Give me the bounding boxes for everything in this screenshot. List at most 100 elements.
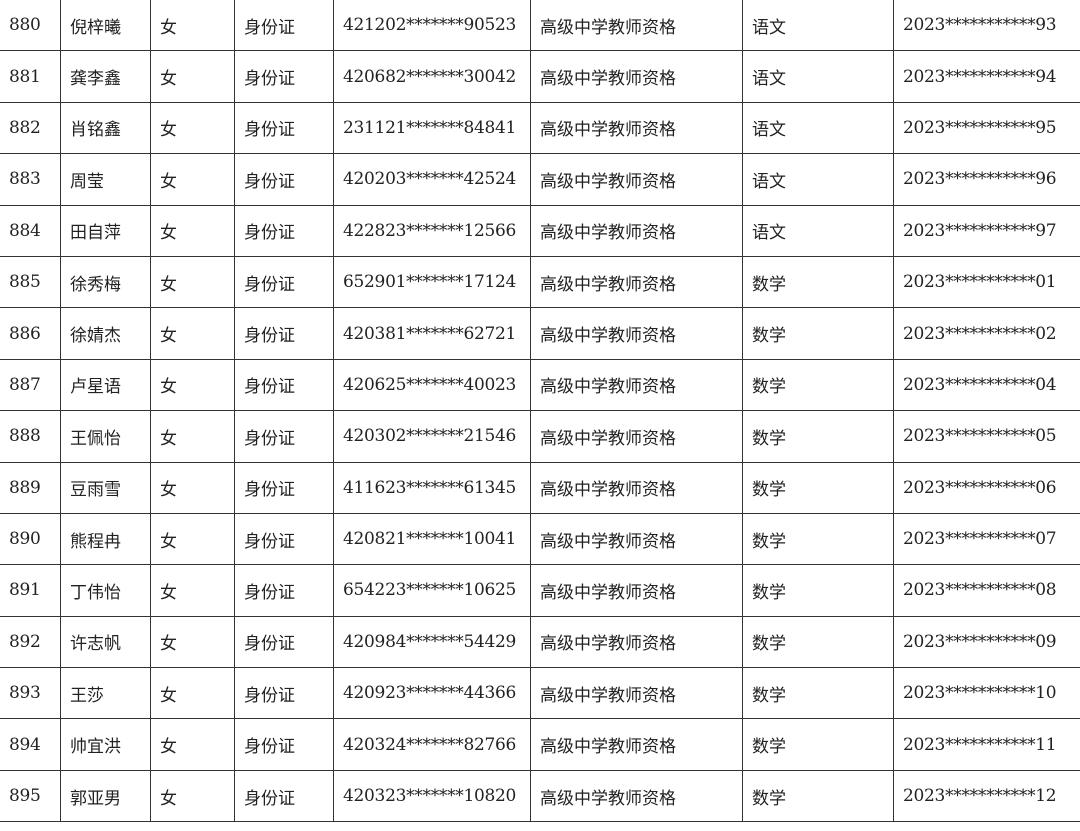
gender-cell: 女 — [150, 564, 235, 617]
row-number: 887 — [0, 358, 61, 412]
name-cell: 豆雨雪 — [60, 461, 151, 514]
subject-cell: 数学 — [742, 512, 894, 566]
certificate-number-cell: 2023***********94 — [893, 50, 1080, 103]
table-row: 895 郭亚男女身份证 420323*******10820 高级中学教师资格 数学 20… — [0, 769, 1080, 823]
row-number: 891 — [0, 564, 61, 617]
gender-cell: 女 — [150, 615, 235, 669]
certificate-number-cell: 2023***********05 — [893, 410, 1080, 463]
certificate-number-cell: 2023***********96 — [893, 153, 1080, 206]
row-number: 889 — [0, 461, 61, 514]
qualification-cell: 高级中学教师资格 — [530, 204, 743, 257]
name-cell: 郭亚男 — [60, 769, 151, 823]
row-number: 895 — [0, 769, 61, 823]
name-cell: 倪梓曦 — [60, 0, 151, 52]
subject-cell: 数学 — [742, 255, 894, 309]
id-number-cell: 420203*******42524 — [333, 153, 531, 206]
id-type-cell: 身份证 — [234, 101, 334, 155]
gender-cell: 女 — [150, 358, 235, 412]
id-type-cell: 身份证 — [234, 50, 334, 103]
id-number-cell: 654223*******10625 — [333, 564, 531, 617]
gender-cell: 女 — [150, 307, 235, 360]
name-cell: 周莹 — [60, 153, 151, 206]
qualification-cell: 高级中学教师资格 — [530, 307, 743, 360]
id-number-cell: 420625*******40023 — [333, 358, 531, 412]
name-cell: 王莎 — [60, 667, 151, 720]
row-number: 883 — [0, 153, 61, 206]
id-number-cell: 420682*******30042 — [333, 50, 531, 103]
qualification-cell: 高级中学教师资格 — [530, 769, 743, 823]
id-number-cell: 231121*******84841 — [333, 101, 531, 155]
row-number: 894 — [0, 718, 61, 771]
table-row: 893 王莎女身份证 420923*******44366 高级中学教师资格 数学 202… — [0, 667, 1080, 720]
row-number: 892 — [0, 615, 61, 669]
id-number-cell: 420984*******54429 — [333, 615, 531, 669]
id-number-cell: 420324*******82766 — [333, 718, 531, 771]
name-cell: 卢星语 — [60, 358, 151, 412]
gender-cell: 女 — [150, 255, 235, 309]
table-row: 881 龚李鑫女身份证 420682*******30042 高级中学教师资格 语文 20… — [0, 50, 1080, 103]
id-type-cell: 身份证 — [234, 512, 334, 566]
qualification-cell: 高级中学教师资格 — [530, 461, 743, 514]
id-type-cell: 身份证 — [234, 204, 334, 257]
id-type-cell: 身份证 — [234, 615, 334, 669]
id-number-cell: 420923*******44366 — [333, 667, 531, 720]
certificate-number-cell: 2023***********09 — [893, 615, 1080, 669]
subject-cell: 数学 — [742, 615, 894, 669]
certificate-number-cell: 2023***********97 — [893, 204, 1080, 257]
gender-cell: 女 — [150, 0, 235, 52]
qualification-cell: 高级中学教师资格 — [530, 101, 743, 155]
id-type-cell: 身份证 — [234, 153, 334, 206]
subject-cell: 数学 — [742, 564, 894, 617]
id-type-cell: 身份证 — [234, 0, 334, 52]
subject-cell: 语文 — [742, 50, 894, 103]
id-type-cell: 身份证 — [234, 358, 334, 412]
subject-cell: 数学 — [742, 358, 894, 412]
name-cell: 徐秀梅 — [60, 255, 151, 309]
id-number-cell: 421202*******90523 — [333, 0, 531, 52]
qualification-cell: 高级中学教师资格 — [530, 410, 743, 463]
certificate-number-cell: 2023***********04 — [893, 358, 1080, 412]
qualification-cell: 高级中学教师资格 — [530, 358, 743, 412]
table-row: 882 肖铭鑫女身份证 231121*******84841 高级中学教师资格 语文 20… — [0, 101, 1080, 155]
gender-cell: 女 — [150, 50, 235, 103]
gender-cell: 女 — [150, 461, 235, 514]
table-row: 885 徐秀梅女身份证 652901*******17124 高级中学教师资格 数学 20… — [0, 255, 1080, 309]
table-row: 888 王佩怡女身份证 420302*******21546 高级中学教师资格 数学 20… — [0, 410, 1080, 463]
name-cell: 熊程冉 — [60, 512, 151, 566]
subject-cell: 数学 — [742, 769, 894, 823]
id-type-cell: 身份证 — [234, 718, 334, 771]
name-cell: 肖铭鑫 — [60, 101, 151, 155]
subject-cell: 数学 — [742, 461, 894, 514]
id-type-cell: 身份证 — [234, 255, 334, 309]
name-cell: 王佩怡 — [60, 410, 151, 463]
id-number-cell: 652901*******17124 — [333, 255, 531, 309]
certificate-number-cell: 2023***********01 — [893, 255, 1080, 309]
certificate-number-cell: 2023***********07 — [893, 512, 1080, 566]
qualification-cell: 高级中学教师资格 — [530, 564, 743, 617]
id-type-cell: 身份证 — [234, 307, 334, 360]
name-cell: 丁伟怡 — [60, 564, 151, 617]
id-number-cell: 420821*******10041 — [333, 512, 531, 566]
table-row: 884 田自萍女身份证 422823*******12566 高级中学教师资格 语文 20… — [0, 204, 1080, 257]
certificate-number-cell: 2023***********12 — [893, 769, 1080, 823]
row-number: 882 — [0, 101, 61, 155]
qualification-cell: 高级中学教师资格 — [530, 0, 743, 52]
id-number-cell: 420381*******62721 — [333, 307, 531, 360]
subject-cell: 数学 — [742, 718, 894, 771]
gender-cell: 女 — [150, 101, 235, 155]
row-number: 885 — [0, 255, 61, 309]
name-cell: 帅宜洪 — [60, 718, 151, 771]
certificate-number-cell: 2023***********93 — [893, 0, 1080, 52]
qualification-cell: 高级中学教师资格 — [530, 153, 743, 206]
gender-cell: 女 — [150, 718, 235, 771]
row-number: 888 — [0, 410, 61, 463]
id-number-cell: 420323*******10820 — [333, 769, 531, 823]
certificate-number-cell: 2023***********02 — [893, 307, 1080, 360]
row-number: 886 — [0, 307, 61, 360]
qualification-cell: 高级中学教师资格 — [530, 667, 743, 720]
certificate-number-cell: 2023***********10 — [893, 667, 1080, 720]
subject-cell: 数学 — [742, 307, 894, 360]
certificate-number-cell: 2023***********11 — [893, 718, 1080, 771]
id-type-cell: 身份证 — [234, 564, 334, 617]
